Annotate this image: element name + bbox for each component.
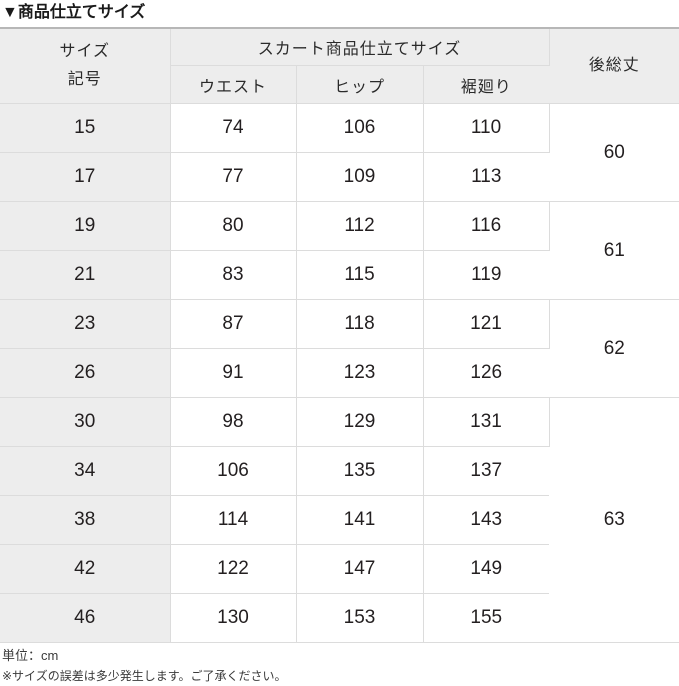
cell-back-length: 62	[549, 299, 679, 398]
cell-waist: 91	[170, 348, 297, 398]
cell-waist: 83	[170, 250, 297, 300]
cell-waist: 77	[170, 152, 297, 202]
cell-hem: 149	[423, 544, 550, 594]
cell-back-length: 60	[549, 103, 679, 202]
table-row: 19 80 112 116 61	[0, 201, 679, 300]
table-row: 15 74 106 110 60	[0, 103, 679, 202]
cell-waist: 130	[170, 593, 297, 643]
cell-waist: 114	[170, 495, 297, 545]
cell-hip: 106	[296, 103, 424, 153]
cell-hem: 137	[423, 446, 550, 496]
cell-hem: 143	[423, 495, 550, 545]
cell-hip: 115	[296, 250, 424, 300]
cell-hem: 126	[423, 348, 550, 398]
cell-size: 21	[0, 250, 171, 300]
header-back-length: 後総丈	[549, 28, 679, 104]
table-row: 26 91 123 126	[0, 348, 679, 398]
cell-hip: 129	[296, 397, 424, 447]
cell-hem: 116	[423, 201, 550, 251]
table-row: 46 130 153 155	[0, 593, 679, 643]
cell-waist: 87	[170, 299, 297, 349]
cell-size: 34	[0, 446, 171, 496]
table-row: 38 114 141 143	[0, 495, 679, 545]
cell-size: 42	[0, 544, 171, 594]
cell-waist: 122	[170, 544, 297, 594]
table-notes: 単位：cm ※サイズの誤差は多少発生します。ご了承ください。	[0, 643, 679, 686]
size-table: サイズ 記号 スカート商品仕立てサイズ 後総丈 ウエスト ヒップ 裾廻り 15 7…	[0, 27, 679, 643]
cell-size: 46	[0, 593, 171, 643]
cell-hip: 141	[296, 495, 424, 545]
note-disclaimer: ※サイズの誤差は多少発生します。ご了承ください。	[2, 669, 287, 683]
cell-back-length: 61	[549, 201, 679, 300]
cell-waist: 98	[170, 397, 297, 447]
table-row: 30 98 129 131 63	[0, 397, 679, 643]
cell-waist: 80	[170, 201, 297, 251]
cell-waist: 106	[170, 446, 297, 496]
cell-hip: 147	[296, 544, 424, 594]
cell-hip: 135	[296, 446, 424, 496]
header-column-waist: ウエスト	[170, 65, 297, 104]
cell-hip: 118	[296, 299, 424, 349]
cell-hem: 131	[423, 397, 550, 447]
header-row-group: サイズ 記号 スカート商品仕立てサイズ 後総丈	[0, 28, 679, 104]
header-column-hem: 裾廻り	[423, 65, 550, 104]
header-size-line1: サイズ	[59, 43, 111, 60]
table-row: 17 77 109 113	[0, 152, 679, 202]
cell-hem: 155	[423, 593, 550, 643]
cell-hem: 121	[423, 299, 550, 349]
header-column-hip: ヒップ	[296, 65, 424, 104]
page-title: ▼商品仕立てサイズ	[2, 4, 146, 21]
table-row: 21 83 115 119	[0, 250, 679, 300]
cell-hem: 113	[423, 152, 550, 202]
note-unit: 単位：cm	[2, 648, 59, 663]
table-row: 42 122 147 149	[0, 544, 679, 594]
cell-size: 15	[0, 103, 171, 153]
cell-hem: 110	[423, 103, 550, 153]
cell-size: 23	[0, 299, 171, 349]
cell-size: 30	[0, 397, 171, 447]
cell-size: 19	[0, 201, 171, 251]
table-row: 34 106 135 137	[0, 446, 679, 496]
header-size-line2: 記号	[67, 71, 102, 88]
cell-size: 26	[0, 348, 171, 398]
header-row-columns: ウエスト ヒップ 裾廻り	[0, 65, 679, 104]
cell-hip: 153	[296, 593, 424, 643]
cell-hip: 123	[296, 348, 424, 398]
header-group-skirt: スカート商品仕立てサイズ	[170, 28, 550, 66]
table-header: サイズ 記号 スカート商品仕立てサイズ 後総丈 ウエスト ヒップ 裾廻り	[0, 28, 679, 104]
cell-size: 17	[0, 152, 171, 202]
cell-size: 38	[0, 495, 171, 545]
cell-hip: 109	[296, 152, 424, 202]
cell-waist: 74	[170, 103, 297, 153]
cell-back-length: 63	[549, 397, 679, 643]
cell-hem: 119	[423, 250, 550, 300]
header-size-symbol: サイズ 記号	[0, 28, 171, 104]
table-body: 15 74 106 110 60 17 77 109 113 19 80 112 116 61 21 83 11…	[0, 103, 679, 643]
cell-hip: 112	[296, 201, 424, 251]
table-row: 23 87 118 121 62	[0, 299, 679, 398]
